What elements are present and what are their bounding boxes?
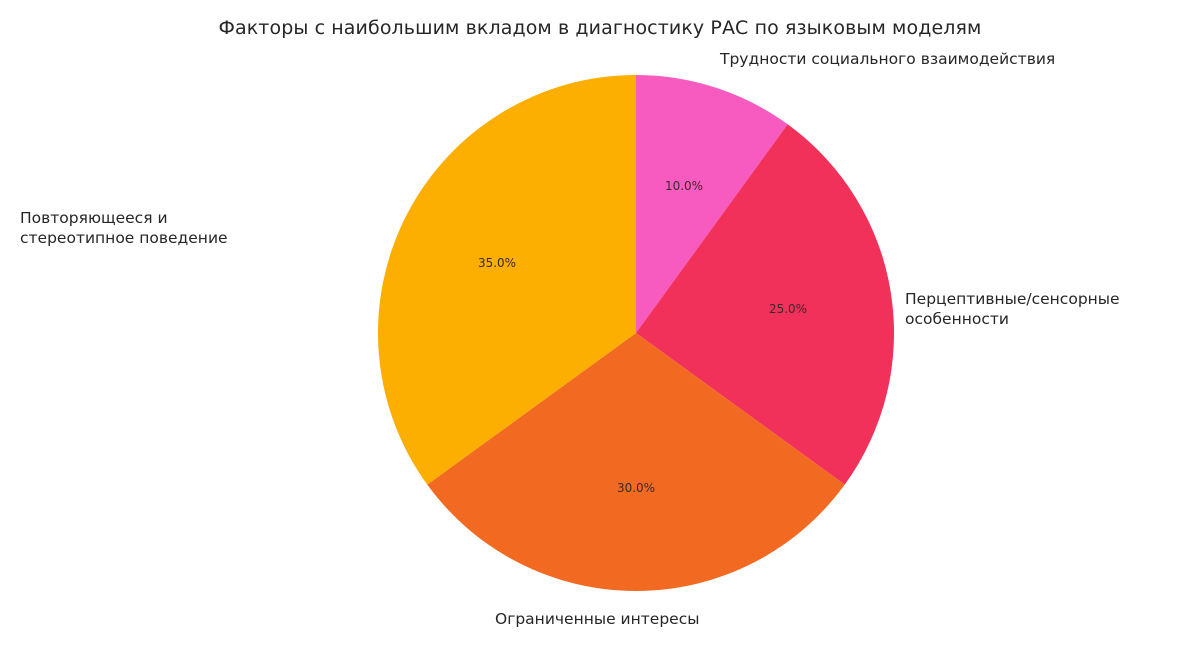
label-social-interaction: Трудности социального взаимодействия (720, 50, 1056, 68)
label-sensory: Перцептивные/сенсорные особенности (905, 290, 1120, 328)
slice-sensory (636, 124, 895, 485)
pct-label-interests: 30.0% (617, 481, 655, 495)
chart-title: Факторы с наибольшим вкладом в диагности… (218, 17, 982, 39)
slice-social-interaction (636, 75, 788, 333)
pct-label-social: 10.0% (665, 179, 703, 193)
pct-label-repetitive: 35.0% (478, 256, 516, 270)
label-restricted-interests: Ограниченные интересы (495, 610, 700, 628)
label-repetitive-behavior: Повторяющееся и стереотипное поведение (20, 209, 228, 247)
slice-repetitive-behavior (377, 74, 636, 485)
pct-label-sensory: 25.0% (769, 302, 807, 316)
slice-restricted-interests (427, 333, 845, 592)
